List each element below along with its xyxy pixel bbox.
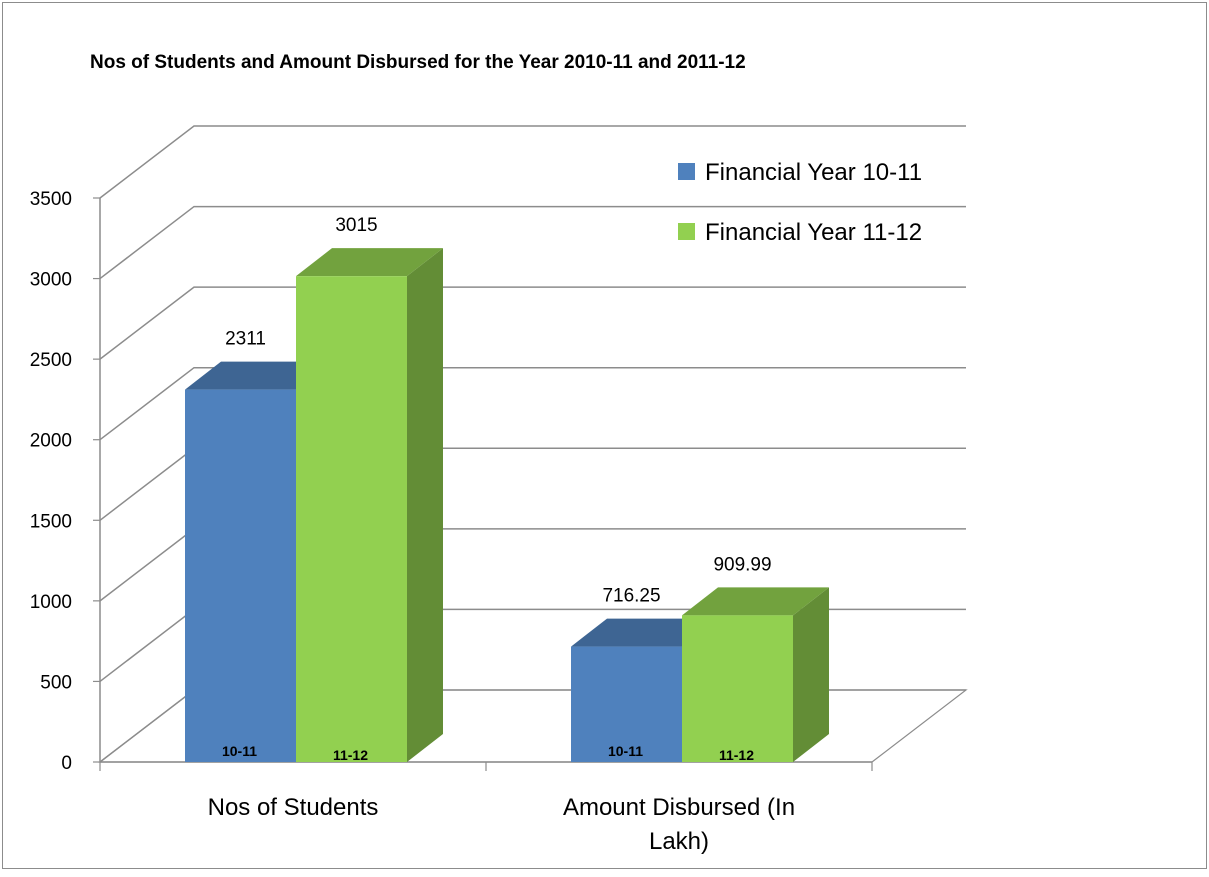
bar-top — [682, 587, 829, 616]
legend-item: Financial Year 10-11 — [678, 159, 922, 186]
gridline-2000 — [99, 366, 966, 441]
bar-series-label: 11-12 — [719, 747, 754, 763]
y-tick-label: 1000 — [30, 592, 72, 613]
legend-label: Financial Year 10-11 — [705, 159, 922, 186]
x-category-label: Nos of Students — [208, 794, 379, 821]
bar-front — [185, 389, 296, 762]
legend-label: Financial Year 11-12 — [705, 219, 922, 246]
bar-11-12-students — [296, 248, 443, 762]
axis-layer: 0 500 1000 1500 2000 2500 3000 3500 Nos of Stude… — [30, 189, 873, 855]
chart-title: Nos of Students and Amount Disbursed for… — [90, 52, 746, 73]
legend-swatch — [678, 163, 695, 180]
legend-swatch — [678, 223, 695, 240]
y-tick-label: 3000 — [30, 270, 72, 291]
y-tick-label: 3500 — [30, 189, 72, 210]
bar-front — [571, 646, 682, 762]
y-tick-label: 2000 — [30, 431, 72, 452]
data-label: 909.99 — [713, 554, 771, 575]
bar-series-label: 11-12 — [333, 747, 368, 763]
bars-layer — [185, 248, 829, 762]
bar-top — [571, 618, 718, 647]
gridline-2500 — [99, 286, 966, 360]
legend-item: Financial Year 11-12 — [678, 219, 922, 246]
y-tick-label: 500 — [40, 672, 72, 693]
legend: Financial Year 10-11 Financial Year 11-12 — [678, 159, 922, 246]
bar-side — [407, 248, 443, 762]
bar-series-label: 10-11 — [608, 743, 643, 759]
y-tick-label: 0 — [61, 753, 72, 774]
bar-11-12-amount — [682, 587, 829, 762]
data-label: 2311 — [225, 329, 266, 350]
bar-front — [296, 276, 407, 762]
bar-series-label: 10-11 — [222, 743, 257, 759]
bar-side — [793, 587, 829, 762]
data-label: 3015 — [335, 215, 377, 236]
y-tick-label: 2500 — [30, 350, 72, 371]
data-label: 716.25 — [602, 586, 660, 607]
gridline-3000 — [99, 205, 966, 280]
bar-top — [185, 361, 332, 390]
gridline-3500 — [99, 125, 966, 199]
labels-layer: 2311 10-11 3015 11-12 716.25 10-11 909.99 11-12 — [222, 215, 772, 763]
bar-front — [682, 615, 793, 762]
x-category-label: Amount Disbursed (In Lakh) — [563, 794, 795, 855]
y-tick-label: 1500 — [30, 511, 72, 532]
bar-top — [296, 248, 443, 277]
